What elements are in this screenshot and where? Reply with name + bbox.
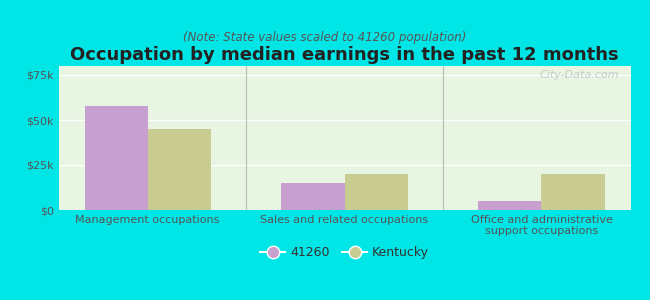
Bar [148, 129, 211, 210]
Legend: 41260, Kentucky: 41260, Kentucky [255, 241, 434, 264]
Bar [84, 106, 148, 210]
Text: (Note: State values scaled to 41260 population): (Note: State values scaled to 41260 popu… [183, 32, 467, 44]
Title: Occupation by median earnings in the past 12 months: Occupation by median earnings in the pas… [70, 46, 619, 64]
Bar [281, 183, 344, 210]
Text: City-Data.com: City-Data.com [540, 70, 619, 80]
Bar [344, 174, 408, 210]
Bar [541, 174, 604, 210]
Bar [478, 201, 541, 210]
